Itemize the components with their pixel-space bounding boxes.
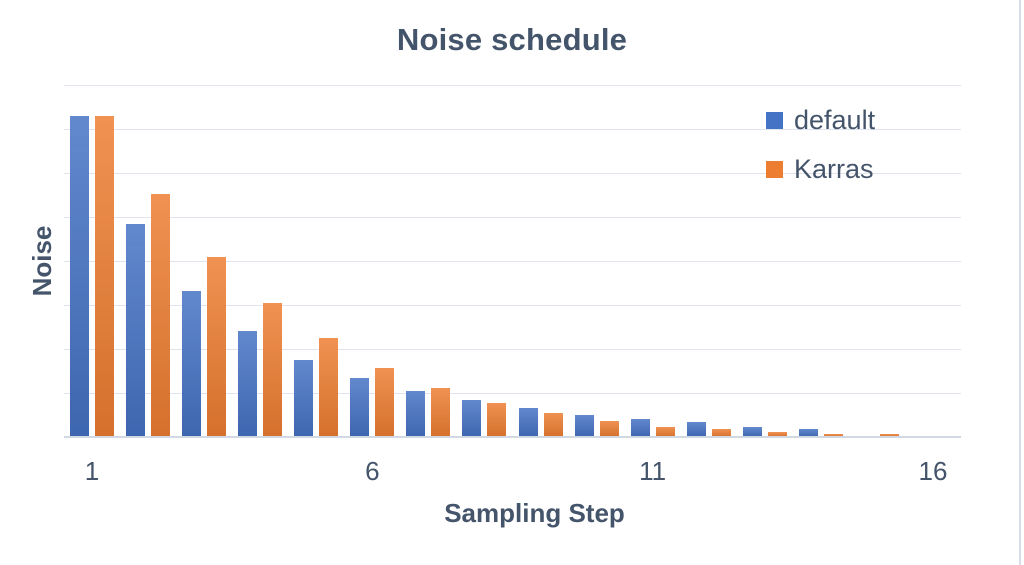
x-tick-empty (737, 456, 793, 487)
bar-group-step-6 (344, 85, 400, 437)
bar-default-step-8 (462, 400, 482, 437)
bar-group-step-13 (737, 85, 793, 437)
x-tick-11: 11 (639, 456, 667, 486)
chart-title: Noise schedule (396, 22, 628, 57)
bar-group-step-15 (849, 85, 905, 437)
bar-group-step-11 (625, 85, 681, 437)
x-tick-empty (232, 456, 288, 487)
x-tick-empty (456, 456, 512, 487)
bar-group-step-12 (681, 85, 737, 437)
bar-default-step-4 (238, 331, 258, 437)
bar-default-step-11 (630, 419, 650, 437)
bar-group-step-5 (288, 85, 344, 437)
bar-karras-step-14 (823, 433, 843, 437)
x-tick-empty (513, 456, 569, 487)
legend-label-karras: Karras (794, 154, 874, 184)
bar-default-step-2 (126, 223, 146, 437)
x-tick-empty (288, 456, 344, 487)
bars-container (64, 85, 961, 437)
bar-default-step-12 (686, 422, 706, 437)
y-axis-title: Noise (27, 225, 57, 297)
bar-default-step-7 (406, 390, 426, 437)
bar-karras-step-7 (431, 387, 451, 437)
bar-default-step-1 (70, 115, 90, 437)
bar-karras-step-6 (375, 367, 395, 437)
bar-group-step-3 (176, 85, 232, 437)
x-tick-empty (793, 456, 849, 487)
bar-karras-step-12 (711, 429, 731, 437)
bar-karras-step-8 (487, 402, 507, 437)
bar-karras-step-15 (879, 434, 899, 437)
legend: default Karras (766, 107, 875, 205)
bar-default-step-13 (742, 427, 762, 437)
image-right-border (1019, 0, 1021, 565)
bar-group-step-8 (456, 85, 512, 437)
bar-default-step-6 (350, 377, 370, 437)
x-tick-empty (176, 456, 232, 487)
bar-karras-step-9 (543, 413, 563, 437)
bar-karras-step-1 (95, 115, 115, 437)
x-axis-line (64, 436, 961, 438)
bar-karras-step-5 (319, 338, 339, 437)
bar-group-step-1 (64, 85, 120, 437)
x-axis-title: Sampling Step (444, 498, 625, 528)
x-tick-empty (849, 456, 905, 487)
bar-default-step-9 (518, 408, 538, 437)
bar-karras-step-4 (263, 302, 283, 437)
bar-default-step-5 (294, 360, 314, 437)
legend-swatch-karras (766, 160, 783, 178)
legend-item-karras: Karras (766, 154, 875, 184)
bar-group-step-10 (569, 85, 625, 437)
x-tick-empty (569, 456, 625, 487)
x-tick-6: 6 (365, 456, 380, 486)
bar-default-step-3 (182, 290, 202, 437)
bar-default-step-14 (798, 429, 818, 437)
bar-group-step-9 (513, 85, 569, 437)
x-tick-16: 16 (918, 456, 948, 486)
bar-karras-step-13 (767, 432, 787, 437)
bar-default-step-10 (574, 414, 594, 437)
bar-karras-step-11 (655, 427, 675, 437)
bar-karras-step-10 (599, 420, 619, 437)
x-tick-empty (120, 456, 176, 487)
legend-label-default: default (794, 105, 876, 135)
bar-group-step-7 (400, 85, 456, 437)
x-tick-1: 1 (84, 456, 100, 486)
bar-karras-step-2 (151, 193, 171, 437)
legend-item-default: default (766, 105, 876, 135)
legend-swatch-default (766, 111, 783, 129)
bar-karras-step-3 (207, 256, 227, 437)
x-axis-ticks: 1 6 11 16 (64, 456, 961, 487)
x-tick-empty (681, 456, 737, 487)
x-tick-empty (400, 456, 456, 487)
plot-area (64, 85, 961, 438)
bar-group-step-14 (793, 85, 849, 437)
bar-group-step-16 (905, 85, 961, 437)
bar-group-step-4 (232, 85, 288, 437)
bar-group-step-2 (120, 85, 176, 437)
